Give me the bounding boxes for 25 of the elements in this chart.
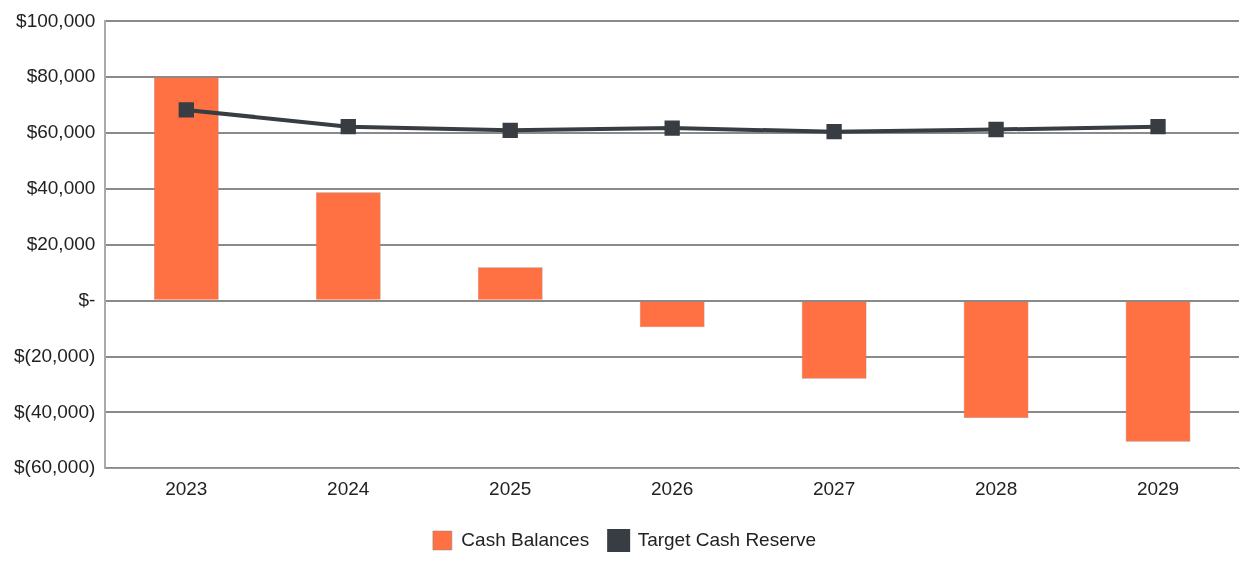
point <box>1150 119 1166 135</box>
x-tick-label: 2023 <box>165 477 208 499</box>
y-tick-label: $20,000 <box>26 233 96 255</box>
y-tick-label: $80,000 <box>26 65 96 87</box>
point <box>340 119 356 135</box>
x-tick-label: 2029 <box>1136 477 1180 499</box>
x-tick-label: 2027 <box>812 477 856 499</box>
legend-label: Target Cash Reserve <box>637 528 817 550</box>
y-tick-label: $40,000 <box>26 177 96 199</box>
x-tick-label: 2024 <box>327 477 370 499</box>
y-tick-label: $- <box>78 288 96 310</box>
legend-label: Cash Balances <box>461 528 590 550</box>
x-tick-label: 2028 <box>974 477 1018 499</box>
point <box>988 121 1004 138</box>
y-tick-label: $100,000 <box>16 9 96 31</box>
point <box>826 124 842 140</box>
y-tick-label: $(20,000) <box>13 344 96 366</box>
y-tick-label: $60,000 <box>26 121 96 143</box>
point <box>502 122 518 138</box>
point <box>178 102 194 118</box>
point <box>664 120 680 136</box>
y-tick-label: $(40,000) <box>13 400 96 422</box>
x-tick-label: 2026 <box>651 477 694 499</box>
x-tick-label: 2025 <box>489 477 532 499</box>
y-tick-label: $(60,000) <box>13 456 96 478</box>
